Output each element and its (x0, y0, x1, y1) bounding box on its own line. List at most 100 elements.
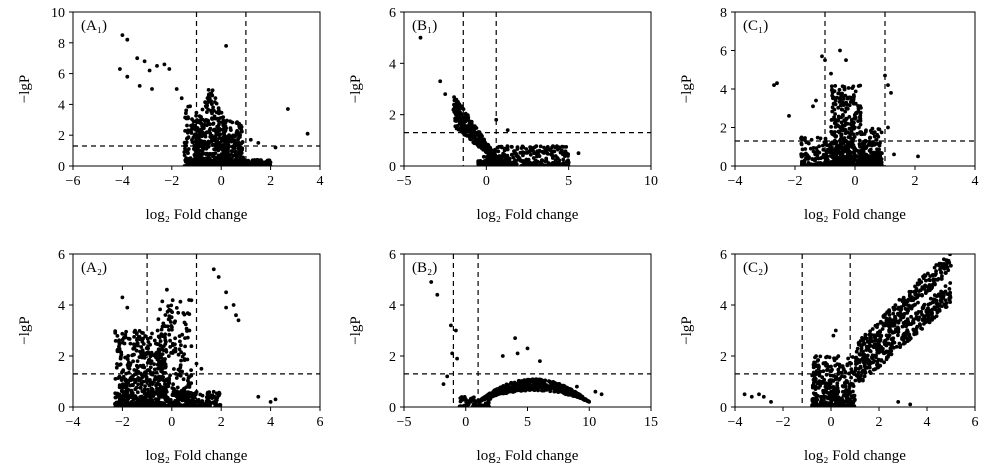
data-point (173, 319, 178, 324)
data-point (118, 355, 123, 360)
data-point (124, 355, 129, 360)
data-point (183, 336, 187, 340)
data-point (866, 155, 871, 159)
data-point (846, 356, 850, 361)
data-point (443, 92, 448, 96)
data-point (228, 159, 233, 164)
data-point (492, 159, 496, 164)
data-point (200, 134, 204, 139)
data-point (167, 67, 172, 71)
data-point (824, 355, 828, 360)
data-point (576, 151, 581, 156)
data-point (538, 379, 542, 384)
data-point (134, 385, 139, 390)
data-point (799, 142, 804, 147)
data-point (119, 352, 124, 357)
data-point (170, 325, 174, 329)
data-point (818, 136, 823, 141)
data-point (205, 123, 209, 128)
data-point (476, 139, 481, 144)
data-point (137, 329, 142, 333)
data-point (224, 290, 229, 295)
data-point (215, 137, 220, 142)
x-tick-label: −5 (397, 415, 412, 430)
data-point (827, 378, 832, 383)
data-point (942, 257, 946, 262)
data-point (847, 131, 852, 136)
data-point (123, 377, 128, 382)
data-point (840, 102, 845, 106)
data-point (455, 356, 459, 361)
data-point (113, 395, 118, 400)
points-layer (429, 280, 604, 407)
data-point (830, 396, 835, 401)
data-point (499, 164, 504, 166)
data-point (192, 147, 196, 151)
x-tick-label: 0 (462, 415, 469, 430)
data-point (846, 96, 851, 101)
data-point (141, 342, 146, 346)
data-point (914, 289, 919, 293)
data-point (227, 155, 231, 160)
data-point (949, 248, 953, 252)
data-point (217, 108, 221, 113)
data-point (863, 332, 868, 337)
data-point (862, 141, 867, 146)
data-point (845, 102, 850, 107)
data-point (175, 399, 180, 403)
data-point (532, 383, 537, 388)
data-point (218, 146, 222, 151)
data-point (943, 271, 948, 275)
data-point (560, 144, 564, 149)
data-point (179, 96, 184, 101)
data-point (148, 353, 153, 357)
data-point (185, 130, 190, 135)
data-point (168, 320, 173, 324)
x-tick-label: −2 (788, 174, 803, 189)
data-point (148, 335, 153, 340)
data-point (305, 131, 310, 136)
data-point (196, 149, 201, 154)
data-point (818, 383, 822, 388)
data-point (273, 397, 278, 402)
data-point (196, 140, 201, 144)
data-point (174, 87, 179, 91)
data-point (479, 161, 483, 166)
data-point (528, 152, 533, 157)
data-point (204, 146, 209, 151)
y-axis-label: −lgP (17, 75, 33, 103)
data-point (847, 126, 852, 131)
data-point (859, 132, 863, 137)
data-point (856, 104, 860, 108)
x-tick-label: −6 (66, 174, 81, 189)
data-point (933, 277, 938, 282)
x-tick-label: −2 (164, 174, 179, 189)
data-point (875, 154, 879, 159)
data-point (169, 303, 174, 308)
data-point (190, 138, 194, 142)
data-point (223, 139, 228, 144)
points-layer (118, 33, 310, 166)
data-point (122, 335, 127, 340)
data-point (487, 391, 492, 396)
y-tick-label: 2 (720, 350, 727, 365)
data-point (509, 144, 514, 149)
data-point (845, 405, 850, 407)
data-point (800, 147, 805, 152)
data-point (224, 44, 229, 48)
data-point (179, 343, 183, 348)
data-point (196, 403, 200, 407)
data-point (828, 381, 833, 386)
data-point (553, 145, 558, 150)
data-point (837, 377, 841, 382)
data-point (933, 281, 937, 286)
data-point (804, 156, 809, 161)
data-point (851, 132, 856, 137)
y-tick-label: 4 (58, 98, 65, 113)
data-point (842, 127, 847, 132)
data-point (159, 367, 164, 372)
data-point (155, 328, 160, 333)
data-point (518, 158, 523, 163)
data-point (840, 107, 845, 112)
